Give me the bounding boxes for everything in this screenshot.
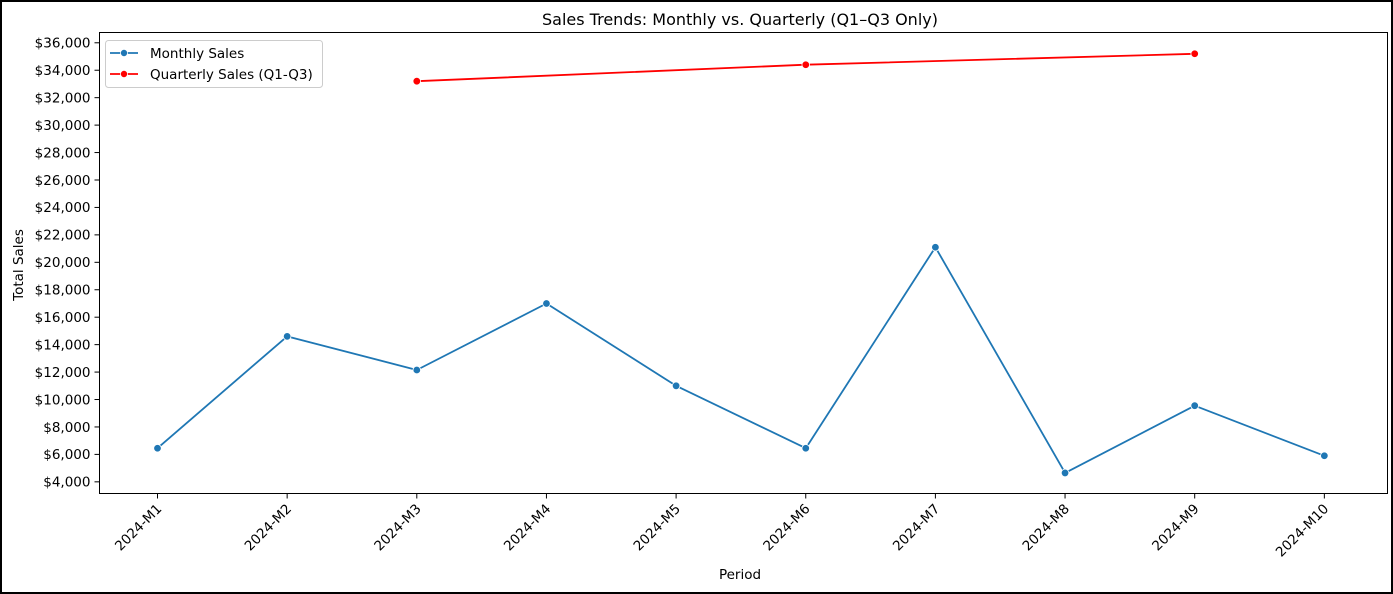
y-tick-label: $14,000 [35,337,91,353]
x-tick-label: 2024-M1 [112,501,165,554]
y-tick-label: $28,000 [35,145,91,161]
x-axis-label: Period [719,567,761,583]
x-tick-label: 2024-M5 [631,501,684,554]
y-tick-label: $30,000 [35,118,91,134]
series-layer [153,49,1329,478]
legend-label-quarterly-sales: Quarterly Sales (Q1-Q3) [150,67,313,83]
chart-title: Sales Trends: Monthly vs. Quarterly (Q1–… [542,10,938,29]
plot-area [99,32,1388,494]
y-tick-label: $26,000 [35,173,91,189]
data-point-monthly-sales [931,243,940,252]
data-point-monthly-sales [1190,401,1199,410]
data-point-monthly-sales [801,444,810,453]
data-point-monthly-sales [542,299,551,308]
data-point-monthly-sales [671,381,681,390]
x-tick-label: 2024-M8 [1020,501,1073,554]
legend-marker-quarterly-sales [120,70,129,79]
x-axis: 2024-M1 2024-M2 2024-M3 2024-M4 2024-M5 2024-… [112,493,1332,560]
y-tick-label: $24,000 [35,200,91,216]
y-tick-label: $32,000 [35,90,91,106]
data-point-quarterly-sales-q1-q3 [1190,49,1199,58]
legend: Monthly Sales Quarterly Sales (Q1-Q3) [105,40,323,88]
data-point-monthly-sales [153,444,162,453]
data-point-monthly-sales [282,332,292,341]
y-tick-label: $6,000 [43,447,90,463]
data-point-monthly-sales [412,365,421,375]
y-tick-label: $12,000 [35,365,91,381]
x-tick-label: 2024-M7 [890,501,943,554]
y-tick-label: $34,000 [35,63,91,79]
data-point-quarterly-sales-q1-q3 [412,77,421,86]
x-tick-label: 2024-M10 [1273,501,1332,560]
y-tick-label: $16,000 [35,310,91,326]
y-tick-label: $8,000 [43,420,90,436]
x-tick-label: 2024-M4 [501,501,554,554]
y-axis-label: Total Sales [11,229,27,302]
x-tick-label: 2024-M3 [371,501,424,554]
legend-box [105,40,323,88]
data-point-quarterly-sales-q1-q3 [801,60,810,69]
y-tick-label: $36,000 [35,36,91,52]
legend-label-monthly-sales: Monthly Sales [150,46,244,62]
y-tick-label: $20,000 [35,255,91,271]
x-tick-label: 2024-M6 [760,501,813,554]
x-tick-label: 2024-M9 [1149,501,1202,554]
series-line-monthly-sales [156,246,1325,474]
y-tick-label: $4,000 [43,475,90,491]
data-point-monthly-sales [1320,451,1329,460]
legend-marker-monthly-sales [120,49,129,58]
y-tick-label: $22,000 [35,228,91,244]
y-axis: $4,000 $6,000 $8,000 $10,000 $12,000 $14,000 $… [35,36,100,491]
y-tick-label: $18,000 [35,283,91,299]
y-tick-label: $10,000 [35,392,91,408]
x-tick-label: 2024-M2 [242,501,295,554]
data-point-monthly-sales [1060,468,1070,478]
